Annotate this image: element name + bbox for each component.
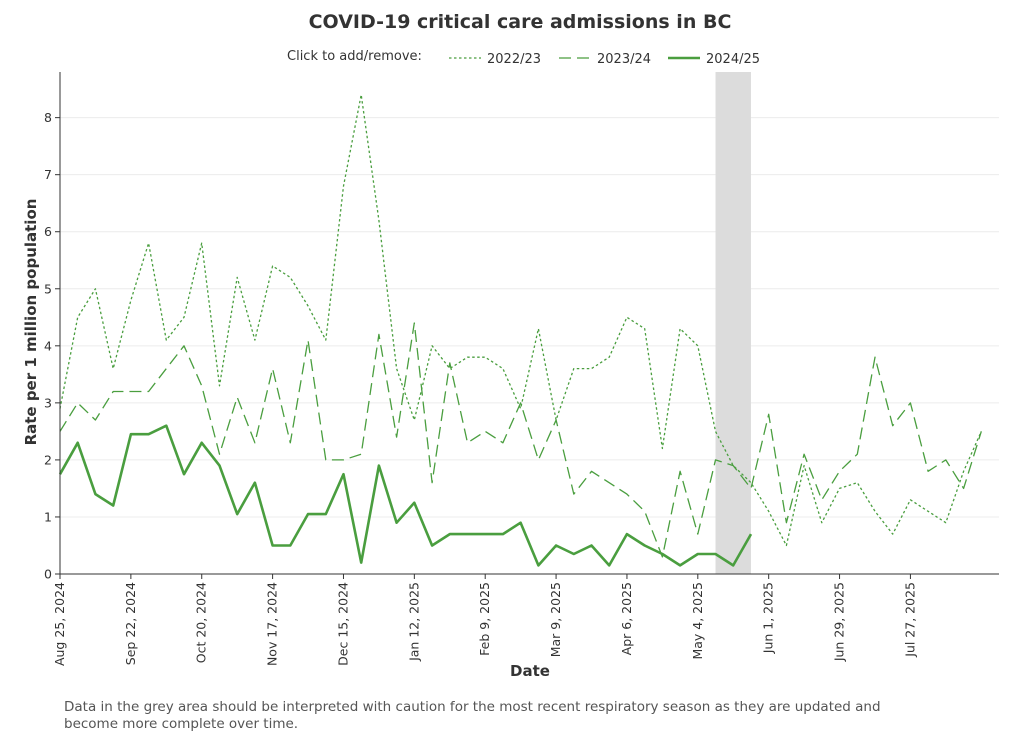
series-lines: [58, 94, 982, 567]
y-tick-label: 6: [44, 224, 52, 239]
footnote: Data in the grey area should be interpre…: [64, 699, 881, 732]
y-tick-label: 0: [44, 567, 52, 582]
legend: 2022/23 2023/24 2024/25: [449, 52, 760, 67]
y-tick-label: 7: [44, 167, 52, 182]
legend-item-2022-23[interactable]: 2022/23: [449, 52, 541, 67]
legend-label: 2023/24: [597, 52, 651, 67]
y-tick-label: 2: [44, 452, 52, 467]
x-tick-label: Feb 9, 2025: [477, 582, 492, 656]
x-tick-label: Jan 12, 2025: [406, 582, 421, 662]
gridlines: [60, 117, 999, 518]
axes: 0 1 2 3 4 5 6 7 8 Aug 25, 2024 Sep 22, 2024 Oct 20,…: [44, 72, 999, 666]
y-tick-label: 5: [44, 281, 52, 296]
x-tick-label: Sep 22, 2024: [123, 582, 138, 665]
x-tick-label: Mar 9, 2025: [548, 582, 563, 657]
x-tick-label: Nov 17, 2024: [265, 582, 280, 666]
caution-band-group: [715, 72, 751, 574]
y-tick-label: 8: [44, 110, 52, 125]
x-tick-label: Aug 25, 2024: [52, 582, 67, 666]
legend-item-2023-24[interactable]: 2023/24: [559, 52, 651, 67]
legend-label: 2024/25: [706, 52, 760, 67]
legend-prefix: Click to add/remove:: [287, 49, 422, 64]
x-tick-label: Jul 27, 2025: [902, 582, 917, 658]
legend-item-2024-25[interactable]: 2024/25: [668, 52, 760, 67]
y-tick-label: 3: [44, 395, 52, 410]
y-axis-title: Rate per 1 million population: [22, 199, 40, 446]
series-line-2022-23: [59, 94, 982, 547]
x-tick-label: Jun 29, 2025: [832, 582, 847, 662]
x-axis-title: Date: [510, 662, 550, 680]
series-line-2023-24: [59, 322, 982, 558]
y-tick-label: 4: [44, 338, 52, 353]
y-tick-label: 1: [44, 509, 52, 524]
x-tick-label: Jun 1, 2025: [761, 582, 776, 654]
chart-title: COVID-19 critical care admissions in BC: [309, 11, 732, 33]
x-tick-label: Apr 6, 2025: [619, 582, 634, 655]
x-tick-label: Oct 20, 2024: [194, 582, 209, 663]
series-line-2024-25: [58, 424, 753, 567]
x-tick-label: May 4, 2025: [690, 582, 705, 660]
legend-label: 2022/23: [487, 52, 541, 67]
caution-region: [715, 72, 751, 574]
x-tick-label: Dec 15, 2024: [335, 582, 350, 666]
